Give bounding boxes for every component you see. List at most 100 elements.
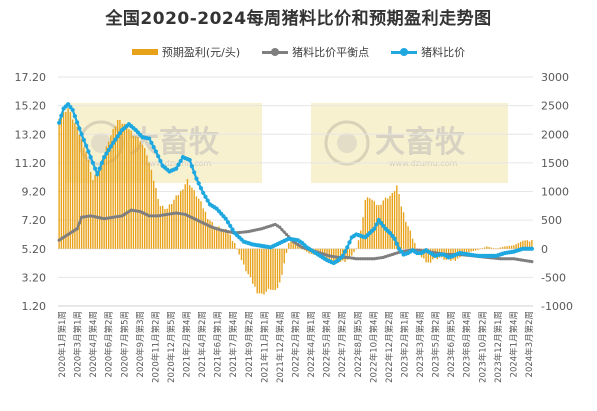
ratio-point	[376, 218, 381, 223]
profit-bar	[65, 112, 67, 249]
y-left-tick-label: 7.20	[22, 214, 47, 227]
ratio-point	[81, 137, 86, 143]
x-tick-label: 2023年5月第2周	[431, 311, 442, 377]
profit-bar	[364, 200, 366, 249]
profit-bar	[393, 191, 396, 249]
ratio-point	[345, 245, 350, 250]
breakeven-point	[282, 230, 286, 234]
x-tick-label: 2020年4月第4周	[88, 311, 99, 377]
profit-bar	[207, 218, 209, 249]
y-left-tick-label: 9.20	[22, 186, 47, 199]
y-left-tick-label: 17.20	[15, 71, 47, 84]
profit-bar	[301, 248, 303, 250]
profit-bar	[348, 248, 351, 258]
profit-bar	[281, 248, 283, 275]
watermark-url: www.dzumu.com	[389, 159, 457, 168]
profit-bar	[105, 146, 108, 249]
profit-bar	[513, 245, 515, 249]
ratio-point	[399, 249, 404, 254]
x-tick-label: 2024年1月第4周	[508, 311, 519, 377]
profit-bar	[425, 248, 427, 263]
ratio-point	[66, 102, 71, 107]
x-tick-label: 2021年7月第4周	[228, 311, 239, 377]
x-tick-label: 2022年8月第5周	[353, 311, 364, 377]
breakeven-point	[278, 225, 282, 229]
profit-bar	[155, 187, 157, 249]
profit-bar	[524, 240, 526, 249]
profit-bar	[173, 199, 175, 249]
x-tick-label: 2020年11月第2周	[150, 311, 161, 383]
profit-bar	[339, 248, 342, 262]
breakeven-point	[361, 257, 365, 261]
ratio-point	[347, 240, 352, 245]
profit-bar	[110, 135, 112, 249]
profit-bar	[168, 204, 171, 249]
profit-bar	[238, 248, 240, 255]
ratio-point	[158, 158, 163, 164]
profit-bar	[369, 198, 371, 249]
profit-bar	[375, 205, 378, 249]
profit-bar	[405, 221, 407, 249]
breakeven-point	[152, 214, 156, 218]
y-right-tick-label: 1500	[541, 157, 569, 170]
profit-bar	[252, 248, 254, 284]
y-right-tick-label: 3000	[541, 71, 569, 84]
profit-bar	[515, 244, 517, 249]
profit-bar	[479, 248, 481, 250]
profit-bar	[69, 112, 72, 249]
profit-bar	[62, 111, 65, 249]
profit-bar	[83, 147, 85, 249]
y-left-tick-label: 1.20	[22, 300, 47, 313]
profit-bar	[220, 229, 222, 249]
profit-bar	[465, 248, 468, 254]
profit-bar	[357, 240, 360, 249]
profit-bar	[182, 189, 184, 249]
profit-bar	[229, 234, 231, 249]
profit-bar	[355, 248, 357, 250]
x-tick-label: 2023年10月第2周	[477, 311, 488, 383]
ratio-point	[104, 151, 109, 156]
profit-bar	[501, 247, 504, 249]
profit-bar	[528, 241, 531, 249]
x-axis: 2020年1月第1周 2020年3月第1周 2020年4月第4周 2020年6月第2周…	[57, 305, 535, 383]
profit-bar	[60, 115, 63, 249]
ratio-point	[201, 190, 206, 196]
profit-bar	[400, 206, 403, 249]
ratio-point	[196, 181, 201, 186]
profit-bar	[472, 248, 475, 252]
profit-bar	[414, 243, 416, 249]
profit-bar	[231, 240, 234, 249]
profit-bar	[87, 159, 90, 249]
profit-bar	[128, 129, 130, 249]
legend-label-profit: 预期盈利(元/头)	[161, 46, 241, 59]
profit-bar	[119, 119, 121, 249]
ratio-point	[93, 166, 98, 171]
ratio-point	[178, 158, 183, 164]
ratio-point	[205, 198, 210, 203]
ratio-point	[381, 223, 386, 228]
breakeven-point	[354, 257, 358, 261]
profit-bar	[247, 248, 249, 275]
profit-bar	[204, 211, 207, 249]
x-tick-label: 2020年3月第1周	[73, 311, 84, 377]
x-tick-label: 2021年9月第2周	[244, 311, 255, 377]
x-tick-label: 2021年12月第4周	[275, 311, 286, 383]
y-left-tick-label: 3.20	[22, 271, 47, 284]
profit-bar	[344, 248, 346, 262]
breakeven-point	[280, 228, 284, 232]
legend-swatch-ratio	[391, 47, 418, 57]
profit-bar	[373, 201, 375, 249]
ratio-point	[86, 149, 91, 154]
ratio-point	[342, 249, 348, 254]
ratio-point	[192, 170, 197, 175]
x-tick-label: 2023年2月第1周	[400, 311, 411, 377]
profit-bar	[468, 248, 470, 253]
profit-bar	[333, 248, 335, 262]
x-tick-label: 2023年6月第5周	[446, 311, 457, 377]
profit-bar	[470, 248, 472, 252]
ratio-point	[84, 143, 89, 148]
profit-bar	[265, 248, 267, 292]
ratio-point	[68, 104, 73, 110]
profit-bar	[71, 119, 74, 249]
